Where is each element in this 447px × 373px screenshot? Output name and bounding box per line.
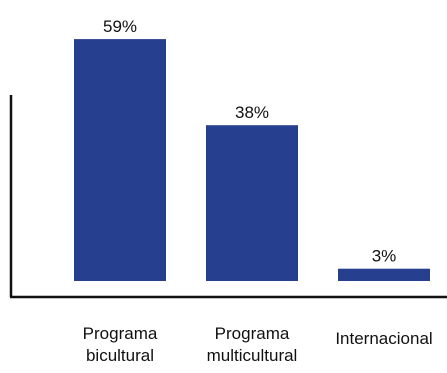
- category-label-1: Programa multicultural: [207, 324, 298, 365]
- bar-1: [206, 125, 298, 281]
- category-label-1-line-0: Programa: [215, 324, 290, 343]
- value-labels-group: 59% 38% 3%: [103, 17, 396, 266]
- bar-0: [74, 39, 166, 281]
- category-label-2: Internacional: [335, 329, 432, 348]
- category-label-0-line-0: Programa: [83, 324, 158, 343]
- category-label-1-line-1: multicultural: [207, 346, 298, 365]
- bar-2: [338, 268, 430, 281]
- category-labels-group: Programa bicultural Programa multicultural I…: [83, 324, 433, 365]
- bars-group: [74, 39, 430, 281]
- value-label-1: 38%: [235, 103, 269, 122]
- category-label-0-line-1: bicultural: [86, 346, 154, 365]
- category-label-0: Programa bicultural: [83, 324, 158, 365]
- value-label-0: 59%: [103, 17, 137, 36]
- value-label-2: 3%: [372, 247, 397, 266]
- category-label-2-line-0: Internacional: [335, 329, 432, 348]
